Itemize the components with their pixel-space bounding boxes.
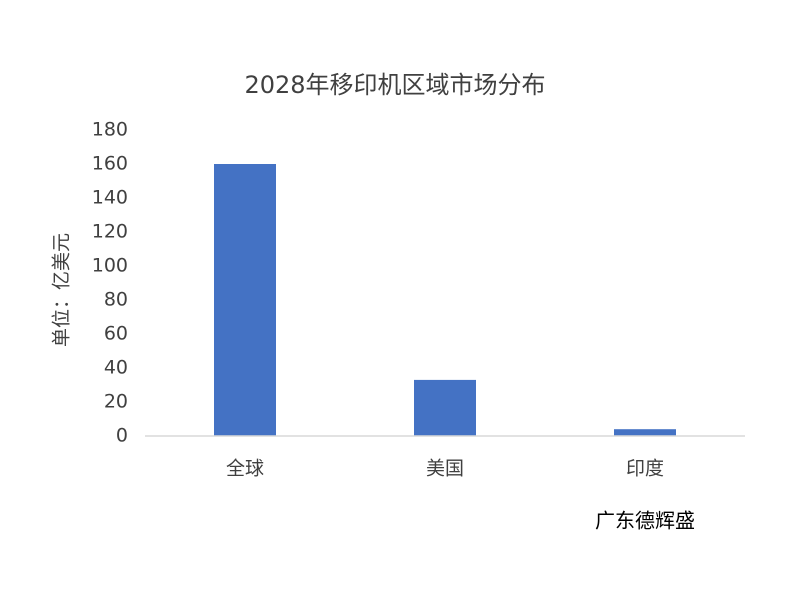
y-tick-label: 60 bbox=[104, 323, 128, 345]
chart-title: 2028年移印机区域市场分布 bbox=[244, 71, 545, 99]
bar bbox=[214, 164, 276, 436]
annotation: 广东德辉盛 bbox=[595, 509, 695, 533]
y-tick-label: 180 bbox=[92, 119, 128, 141]
y-tick-label: 160 bbox=[92, 153, 128, 175]
bar bbox=[414, 379, 476, 436]
y-tick-label: 20 bbox=[104, 391, 128, 413]
x-tick-label: 美国 bbox=[426, 458, 464, 480]
bar bbox=[614, 429, 676, 436]
y-tick-label: 140 bbox=[92, 187, 128, 209]
y-tick-label: 40 bbox=[104, 357, 128, 379]
y-axis-label: 单位：亿美元 bbox=[51, 233, 73, 347]
x-tick-label: 印度 bbox=[626, 458, 664, 480]
y-tick-label: 100 bbox=[92, 255, 128, 277]
y-tick-label: 0 bbox=[116, 425, 128, 447]
y-tick-label: 120 bbox=[92, 221, 128, 243]
y-tick-label: 80 bbox=[104, 289, 128, 311]
x-tick-label: 全球 bbox=[226, 458, 264, 480]
